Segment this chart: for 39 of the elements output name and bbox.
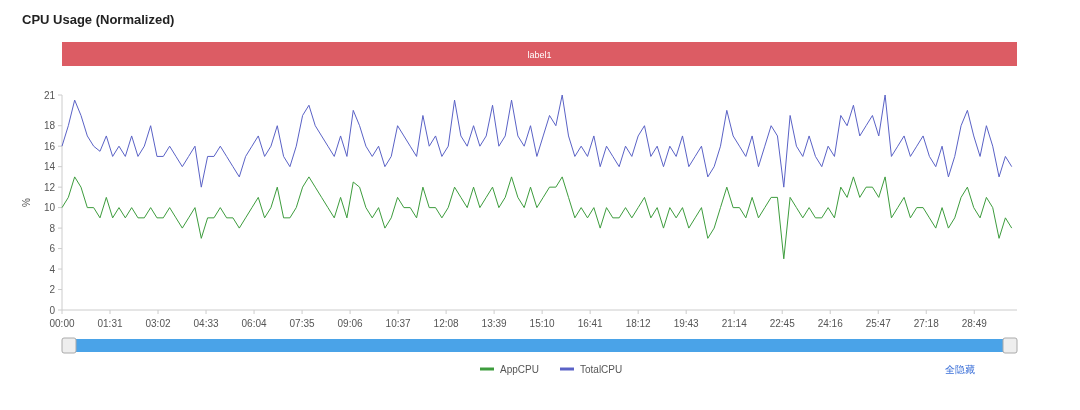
y-axis-title: %: [21, 197, 32, 207]
y-tick-label: 12: [43, 181, 56, 193]
x-tick-label: 06:04: [241, 318, 267, 329]
x-tick-label: 04:33: [193, 318, 219, 329]
x-tick-label: 21:14: [721, 318, 748, 329]
y-tick-label: 6: [49, 243, 56, 255]
legend-label: TotalCPU: [580, 363, 623, 375]
y-tick-label: 8: [49, 222, 56, 234]
y-tick-label: 18: [43, 120, 56, 132]
y-tick-label: 10: [43, 202, 56, 214]
x-tick-label: 27:18: [913, 318, 940, 329]
x-tick-label: 16:41: [577, 318, 604, 329]
x-tick-label: 13:39: [481, 318, 508, 329]
x-tick-label: 00:00: [49, 318, 75, 329]
x-tick-label: 09:06: [337, 318, 364, 329]
y-tick-label: 4: [49, 263, 56, 275]
x-tick-label: 07:35: [289, 318, 316, 329]
text: label1: [527, 50, 552, 60]
y-tick-label: 0: [49, 304, 56, 316]
legend-label: AppCPU: [500, 363, 539, 375]
line-series: [61, 176, 1013, 260]
x-tick-label: 28:49: [961, 318, 988, 329]
x-tick-label: 22:45: [769, 318, 796, 329]
x-tick-label: 19:43: [673, 318, 700, 329]
x-tick-label: 01:31: [97, 318, 123, 329]
x-tick-label: 18:12: [625, 318, 652, 329]
y-tick-label: 21: [43, 89, 56, 101]
x-tick-label: 03:02: [145, 318, 171, 329]
x-tick-label: 25:47: [865, 318, 892, 329]
y-tick-label: 2: [49, 284, 56, 296]
y-tick-label: 16: [43, 140, 56, 152]
x-tick-label: 24:16: [817, 318, 844, 329]
x-tick-label: 12:08: [433, 318, 460, 329]
x-tick-label: 15:10: [529, 318, 556, 329]
chart-title: CPU Usage (Normalized): [22, 12, 175, 27]
text: 全隐藏: [945, 363, 975, 375]
line-series: [61, 94, 1013, 188]
y-tick-label: 14: [43, 161, 56, 173]
x-tick-label: 10:37: [385, 318, 412, 329]
